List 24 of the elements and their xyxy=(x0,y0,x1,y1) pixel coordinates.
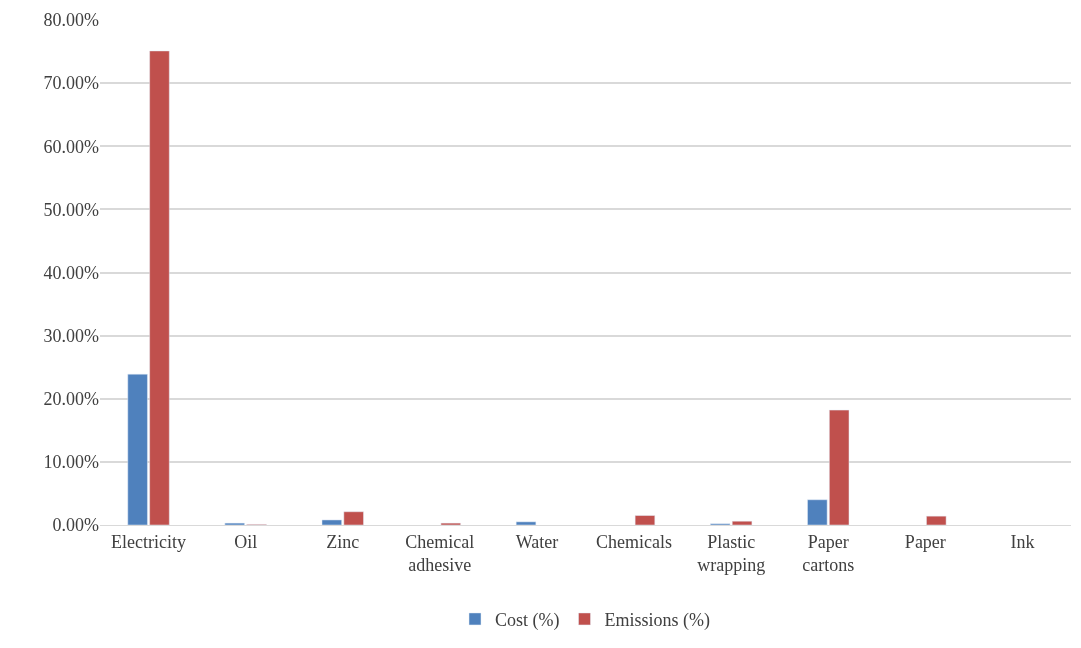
x-tick-label: Chemicals xyxy=(596,531,673,552)
x-tick-label: Zinc xyxy=(326,531,360,552)
y-tick-label: 60.00% xyxy=(43,136,99,157)
y-tick-label: 50.00% xyxy=(43,199,99,220)
x-tick-label: Water xyxy=(515,531,559,552)
bar xyxy=(634,515,656,525)
x-tick-label: Plastic wrapping xyxy=(697,531,766,575)
x-tick-label: Paper cartons xyxy=(802,531,855,575)
y-tick-label: 80.00% xyxy=(43,10,99,31)
x-tick-label: Ink xyxy=(1010,531,1035,552)
x-tick-label: Oil xyxy=(234,531,258,552)
y-tick-label: 30.00% xyxy=(43,325,99,346)
y-tick-label: 20.00% xyxy=(43,389,99,410)
y-tick-label: 0.00% xyxy=(52,515,99,536)
x-tick-label: Paper xyxy=(904,531,946,552)
y-tick-label: 40.00% xyxy=(43,262,99,283)
y-tick-label: 10.00% xyxy=(43,452,99,473)
bar xyxy=(515,521,537,525)
legend-label: Emissions (%) xyxy=(604,609,710,631)
y-tick-label: 70.00% xyxy=(43,73,99,94)
legend-label: Cost (%) xyxy=(495,609,560,631)
x-tick-label: Chemical adhesive xyxy=(405,531,475,575)
x-tick-label: Electricity xyxy=(111,531,187,552)
bar xyxy=(926,515,947,525)
